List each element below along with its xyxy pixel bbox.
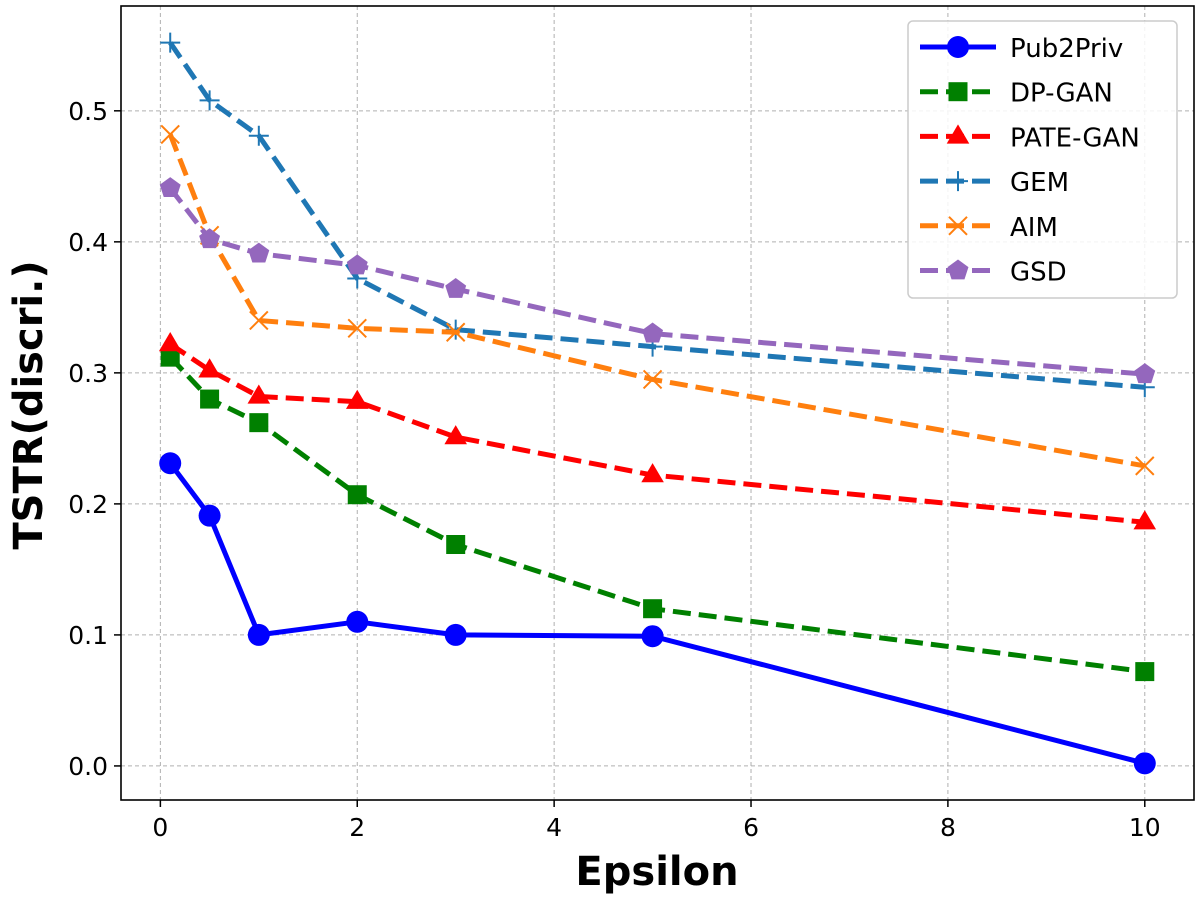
data-point <box>1134 363 1156 384</box>
data-point <box>642 322 664 343</box>
data-point <box>445 322 466 342</box>
data-point <box>1135 456 1155 476</box>
data-point <box>346 254 368 275</box>
legend-marker <box>948 216 968 236</box>
data-point <box>247 384 271 404</box>
data-point <box>248 242 270 263</box>
series-gem <box>160 32 1155 398</box>
x-tick-label: 4 <box>546 813 562 842</box>
legend-marker <box>948 171 968 192</box>
series-layer <box>158 32 1157 775</box>
y-tick-label: 0.1 <box>68 621 108 650</box>
data-point <box>160 124 180 145</box>
data-point <box>160 347 180 367</box>
data-point <box>248 125 269 146</box>
data-point <box>347 485 367 505</box>
data-point <box>199 228 221 249</box>
data-point <box>247 623 270 646</box>
data-point <box>249 413 269 433</box>
data-point <box>345 389 369 409</box>
legend-label: GEM <box>1010 168 1069 198</box>
data-point <box>1135 662 1155 682</box>
series-gsd <box>159 177 1156 384</box>
series-pub2priv <box>159 452 1156 775</box>
x-axis-title: Epsilon <box>575 849 738 895</box>
x-tick-label: 10 <box>1129 813 1161 842</box>
data-point <box>159 177 181 198</box>
legend-marker <box>947 36 969 58</box>
data-point <box>198 358 221 378</box>
legend-entry: DP-GAN <box>920 79 1113 109</box>
x-tick-label: 2 <box>349 813 365 842</box>
data-point <box>347 318 367 339</box>
x-axis-ticks: 0 2 4 6 8 10 <box>152 800 1161 842</box>
data-point <box>249 310 269 331</box>
plot-frame <box>120 5 1195 801</box>
y-axis-ticks: 0.0 0.1 0.2 0.3 0.4 0.5 <box>68 97 121 781</box>
legend-entry: PATE-GAN <box>920 123 1140 153</box>
data-point <box>158 332 182 352</box>
y-tick-label: 0.2 <box>68 490 108 519</box>
y-tick-label: 0.0 <box>68 752 108 781</box>
data-point <box>200 389 220 409</box>
data-point <box>198 504 221 527</box>
legend-label: GSD <box>1010 258 1067 288</box>
data-point <box>346 610 369 633</box>
data-point <box>642 369 663 390</box>
legend-entry: GSD <box>920 258 1067 288</box>
legend-label: Pub2Priv <box>1010 34 1123 64</box>
legend-marker <box>947 259 969 280</box>
x-tick-label: 6 <box>743 813 759 842</box>
legend-entry: AIM <box>920 213 1058 243</box>
data-point <box>444 623 467 646</box>
series-pate-gan <box>158 332 1157 530</box>
data-point <box>643 599 663 619</box>
x-tick-label: 0 <box>152 813 168 842</box>
data-point <box>446 535 466 555</box>
data-point <box>445 278 467 298</box>
data-point <box>1133 752 1156 775</box>
y-tick-label: 0.4 <box>68 228 108 257</box>
data-point <box>641 463 664 483</box>
grid <box>121 6 1194 800</box>
legend-label: DP-GAN <box>1010 79 1113 109</box>
data-point <box>641 625 664 648</box>
data-point <box>159 452 182 475</box>
data-point <box>199 90 220 111</box>
legend-label: AIM <box>1010 213 1058 243</box>
series-dp-gan <box>160 347 1155 682</box>
y-axis-title: TSTR(discri.) <box>6 260 52 549</box>
data-point <box>160 32 181 53</box>
legend-label: PATE-GAN <box>1010 123 1140 153</box>
y-tick-label: 0.3 <box>68 359 108 388</box>
legend-entry: GEM <box>920 168 1069 198</box>
legend-marker <box>946 124 970 144</box>
data-point <box>1133 510 1157 530</box>
legend: Pub2Priv DP-GAN PATE-GAN GEM AIM GSD <box>907 20 1178 299</box>
legend-marker <box>948 82 968 102</box>
x-tick-label: 8 <box>940 813 956 842</box>
data-point <box>444 425 467 445</box>
legend-entry: Pub2Priv <box>920 34 1123 64</box>
y-tick-label: 0.5 <box>68 97 108 126</box>
